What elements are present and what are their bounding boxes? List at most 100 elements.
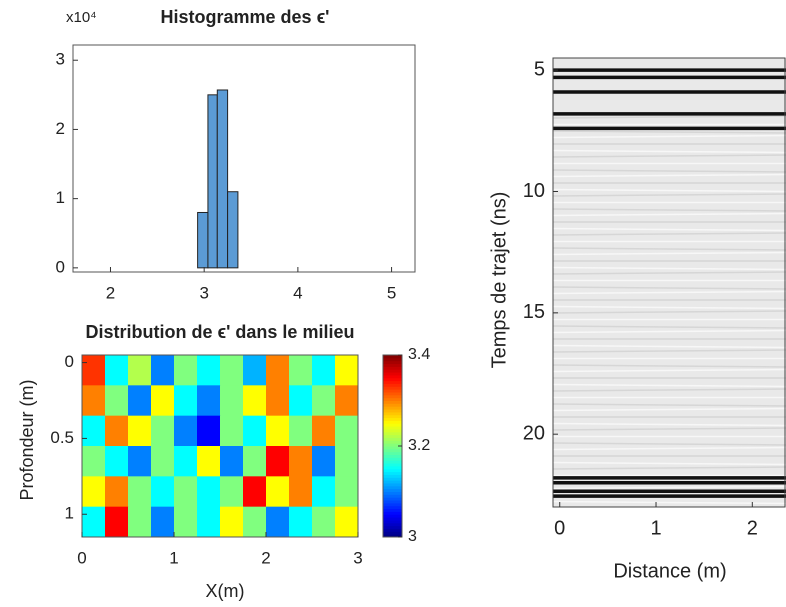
colorbar-swatch xyxy=(383,374,402,379)
y-tick-label: 0 xyxy=(65,352,74,371)
texture xyxy=(552,427,786,431)
texture xyxy=(552,442,786,446)
heatmap-cell xyxy=(312,476,336,508)
colorbar-swatch xyxy=(383,457,402,461)
heatmap-cell xyxy=(174,415,198,447)
heatmap-cell xyxy=(220,355,244,386)
y-tick-label: 0.5 xyxy=(50,428,74,447)
colorbar-swatch xyxy=(383,360,402,365)
colorbar-swatch xyxy=(383,372,402,376)
texture xyxy=(552,290,786,295)
heatmap-cell xyxy=(289,476,313,508)
heatmap-cell xyxy=(335,506,359,538)
y-tick-label: 0 xyxy=(56,257,65,276)
colorbar-swatch xyxy=(383,406,402,410)
colorbar-swatch xyxy=(383,411,402,416)
y-tick-label: 2 xyxy=(56,119,65,138)
texture xyxy=(552,305,786,310)
colorbar-swatch xyxy=(383,505,402,510)
colorbar-swatch xyxy=(383,391,402,396)
texture xyxy=(552,446,786,451)
x-tick-label: 1 xyxy=(169,548,178,567)
colorbar-swatch xyxy=(383,423,402,427)
colorbar-swatch xyxy=(383,440,402,444)
heatmap-cell xyxy=(243,385,267,417)
heatmap-cell xyxy=(105,446,129,477)
texture xyxy=(552,208,786,212)
heatmap-cell xyxy=(312,355,336,386)
heatmap-cell xyxy=(197,446,221,477)
colorbar-swatch xyxy=(383,468,402,473)
plot-frame xyxy=(81,354,359,538)
heatmap-cell xyxy=(289,415,313,447)
colorbar-swatch xyxy=(383,525,402,529)
texture xyxy=(552,188,786,193)
heatmap-cell xyxy=(243,415,267,447)
heatmap-title: Distribution de ϵ' dans le milieu xyxy=(86,322,355,342)
colorbar-swatch xyxy=(383,460,402,464)
colorbar-swatch xyxy=(383,437,402,441)
colorbar-swatch xyxy=(383,380,402,384)
heatmap-cell xyxy=(128,355,152,386)
heatmap-cell xyxy=(128,476,152,508)
colorbar-swatch xyxy=(383,389,402,393)
heatmap-cell xyxy=(220,506,244,538)
heatmap-cell xyxy=(105,415,129,447)
heatmap-cell xyxy=(174,506,198,538)
colorbar-swatch xyxy=(383,482,402,487)
heatmap-cell xyxy=(128,446,152,477)
colorbar-swatch xyxy=(383,420,402,424)
colorbar-swatch xyxy=(383,511,402,515)
heatmap-cell xyxy=(289,506,313,538)
colorbar-swatch xyxy=(383,377,402,382)
heatmap-cell xyxy=(174,355,198,386)
heatmap-cell xyxy=(335,446,359,477)
heatmap-cell xyxy=(151,355,175,386)
heatmap-cell xyxy=(312,385,336,417)
heatmap-cell xyxy=(220,415,244,447)
colorbar-swatch xyxy=(383,434,402,438)
colorbar-swatch xyxy=(383,488,402,492)
x-axis-label: X(m) xyxy=(206,581,245,601)
heatmap-cell xyxy=(105,506,129,538)
texture xyxy=(552,422,786,427)
heatmap-cell xyxy=(197,415,221,447)
x-tick-label: 3 xyxy=(353,548,362,567)
colorbar-swatch xyxy=(383,522,402,527)
texture xyxy=(552,388,786,392)
colorbar-swatch xyxy=(383,508,402,512)
colorbar-swatch xyxy=(383,494,402,498)
texture xyxy=(552,134,786,139)
colorbar-swatch xyxy=(383,394,402,399)
heatmap-cell xyxy=(151,415,175,447)
x-tick-label: 4 xyxy=(293,283,302,302)
colorbar-tick-label: 3.2 xyxy=(408,437,430,454)
texture xyxy=(552,232,786,236)
colorbar-swatch xyxy=(383,528,402,532)
x-tick-label: 5 xyxy=(387,283,396,302)
colorbar-swatch xyxy=(383,517,402,521)
heatmap-cell xyxy=(82,476,106,508)
heatmap-cell xyxy=(105,355,129,386)
texture xyxy=(552,466,786,470)
radargram-background xyxy=(553,58,786,507)
histogram-title: Histogramme des ϵ' xyxy=(161,7,330,27)
texture xyxy=(552,193,786,197)
bar xyxy=(216,89,229,269)
texture xyxy=(552,130,786,134)
heatmap-cell xyxy=(105,476,129,508)
texture xyxy=(552,154,786,158)
texture xyxy=(552,169,786,173)
colorbar-swatch xyxy=(383,431,402,436)
y-tick-label: 1 xyxy=(65,504,74,523)
colorbar-swatch xyxy=(383,383,402,387)
heatmap-cell xyxy=(220,476,244,508)
heatmap-cell xyxy=(174,476,198,508)
colorbar-swatch xyxy=(383,531,402,535)
texture xyxy=(552,247,786,251)
y-tick-label: 10 xyxy=(523,180,545,202)
plot-frame xyxy=(552,57,786,508)
y-axis-label: Profondeur (m) xyxy=(17,379,37,500)
